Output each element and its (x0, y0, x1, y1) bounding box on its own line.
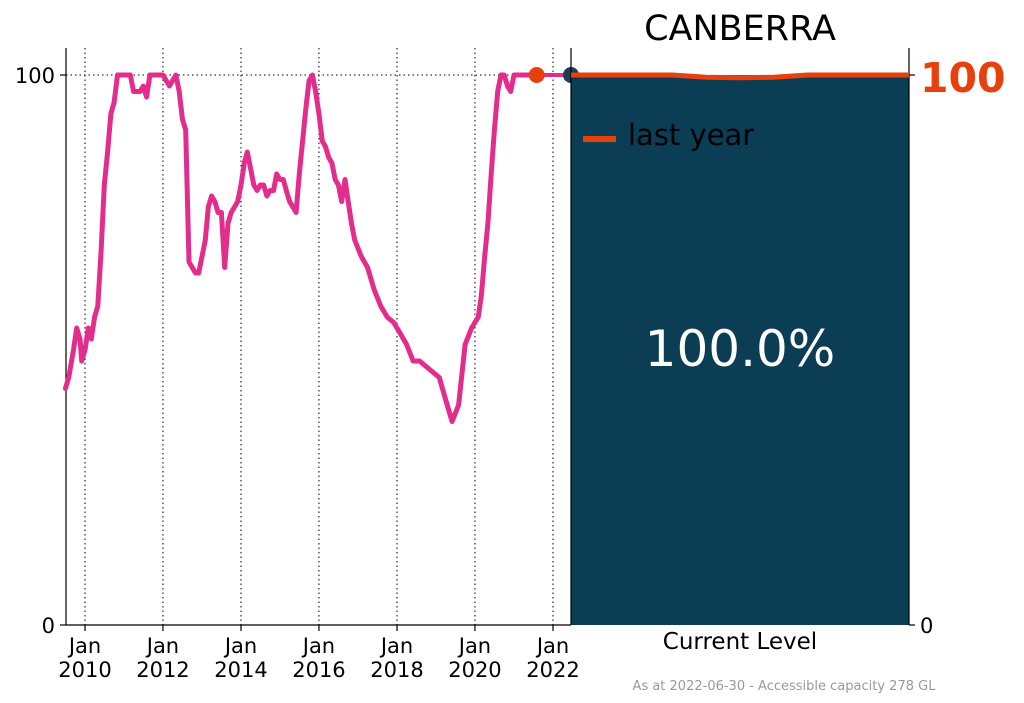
legend-label: last year (628, 118, 754, 152)
x-tick-label-year: 2012 (136, 658, 189, 682)
y-tick-label-100: 100 (15, 64, 55, 88)
current-value-label: 100.0% (645, 320, 836, 378)
x-tick-label-month: Jan (457, 634, 491, 658)
x-tick-label-year: 2022 (526, 658, 579, 682)
chart-title: CANBERRA (644, 9, 836, 49)
x-tick-labels: Jan2010Jan2012Jan2014Jan2016Jan2018Jan20… (58, 625, 580, 682)
x-tick-label-year: 2020 (448, 658, 501, 682)
history-chart: 100 0 Jan2010Jan2012Jan2014Jan2016Jan201… (15, 48, 580, 682)
history-series-line (62, 72, 533, 424)
current-level-chart: CANBERRA last year 100.0% 100 0 Current … (570, 9, 1006, 655)
x-tick-label-year: 2016 (292, 658, 345, 682)
right-tick-label-100: 100 (920, 54, 1006, 102)
y-tick-label-0: 0 (42, 614, 55, 638)
x-tick-label-month: Jan (145, 634, 179, 658)
last-year-line (571, 72, 909, 81)
footer-note: As at 2022-06-30 - Accessible capacity 2… (633, 679, 937, 694)
right-tick-label-0: 0 (920, 614, 933, 638)
current-level-bar (571, 75, 909, 625)
x-tick-label-month: Jan (301, 634, 335, 658)
x-tick-label-month: Jan (223, 634, 257, 658)
current-level-label: Current Level (663, 629, 817, 655)
x-tick-label-month: Jan (535, 634, 569, 658)
x-tick-label-year: 2010 (58, 658, 111, 682)
x-tick-label-year: 2014 (214, 658, 267, 682)
last-year-marker (528, 67, 545, 83)
x-tick-label-year: 2018 (370, 658, 423, 682)
x-tick-label-month: Jan (67, 634, 101, 658)
x-tick-label-month: Jan (379, 634, 413, 658)
